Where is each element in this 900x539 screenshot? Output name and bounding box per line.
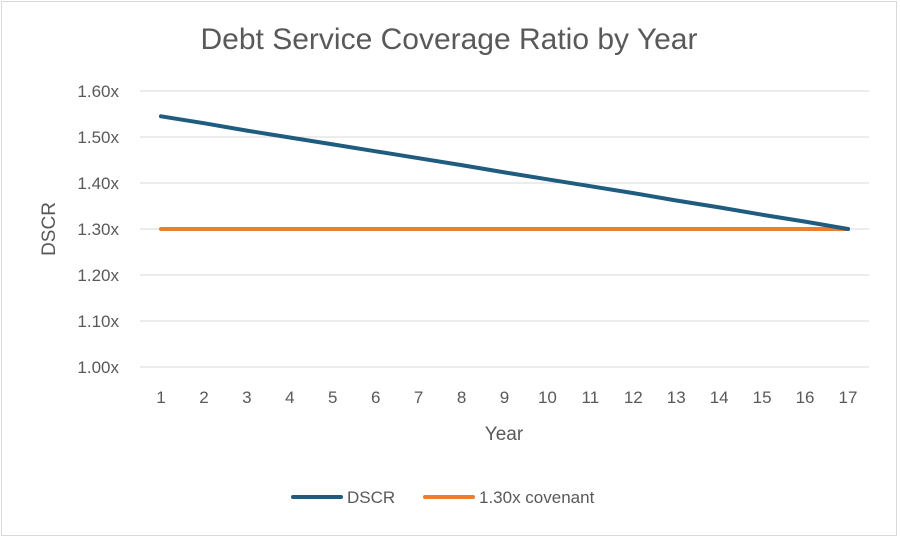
x-tick-label: 4 [285,388,294,407]
x-tick-label: 2 [199,388,208,407]
x-tick-label: 9 [500,388,509,407]
legend-label: 1.30x covenant [479,488,595,507]
x-tick-label: 10 [538,388,557,407]
y-tick-label: 1.20x [77,266,119,285]
legend: DSCR 1.30x covenant [291,488,595,507]
x-tick-label: 13 [667,388,686,407]
x-tick-label: 5 [328,388,337,407]
x-axis-tick-labels: 1 2 3 4 5 6 7 8 9 10 11 12 13 14 15 16 17 [156,388,857,407]
y-tick-label: 1.30x [77,220,119,239]
series-line-0 [159,114,850,231]
x-tick-label: 16 [796,388,815,407]
legend-label: DSCR [347,488,395,507]
y-tick-label: 1.10x [77,312,119,331]
x-tick-label: 6 [371,388,380,407]
legend-item: 1.30x covenant [423,488,595,507]
y-tick-label: 1.40x [77,174,119,193]
y-tick-label: 1.00x [77,358,119,377]
series-lines [159,114,850,231]
x-axis-label: Year [485,424,524,445]
x-tick-label: 7 [414,388,423,407]
chart-title: Debt Service Coverage Ratio by Year [201,23,698,56]
x-tick-label: 15 [753,388,772,407]
x-tick-label: 12 [624,388,643,407]
y-tick-label: 1.60x [77,82,119,101]
x-tick-label: 11 [582,388,600,407]
x-tick-label: 14 [710,388,729,407]
y-axis-label: DSCR [39,202,60,256]
x-tick-label: 3 [242,388,251,407]
legend-item: DSCR [291,488,395,507]
y-axis-tick-labels: 1.00x 1.10x 1.20x 1.30x 1.40x 1.50x 1.60x [77,82,119,377]
x-tick-label: 1 [156,388,165,407]
x-tick-label: 8 [457,388,466,407]
y-tick-label: 1.50x [77,128,119,147]
gridlines [140,90,869,368]
x-tick-label: 17 [839,388,858,407]
